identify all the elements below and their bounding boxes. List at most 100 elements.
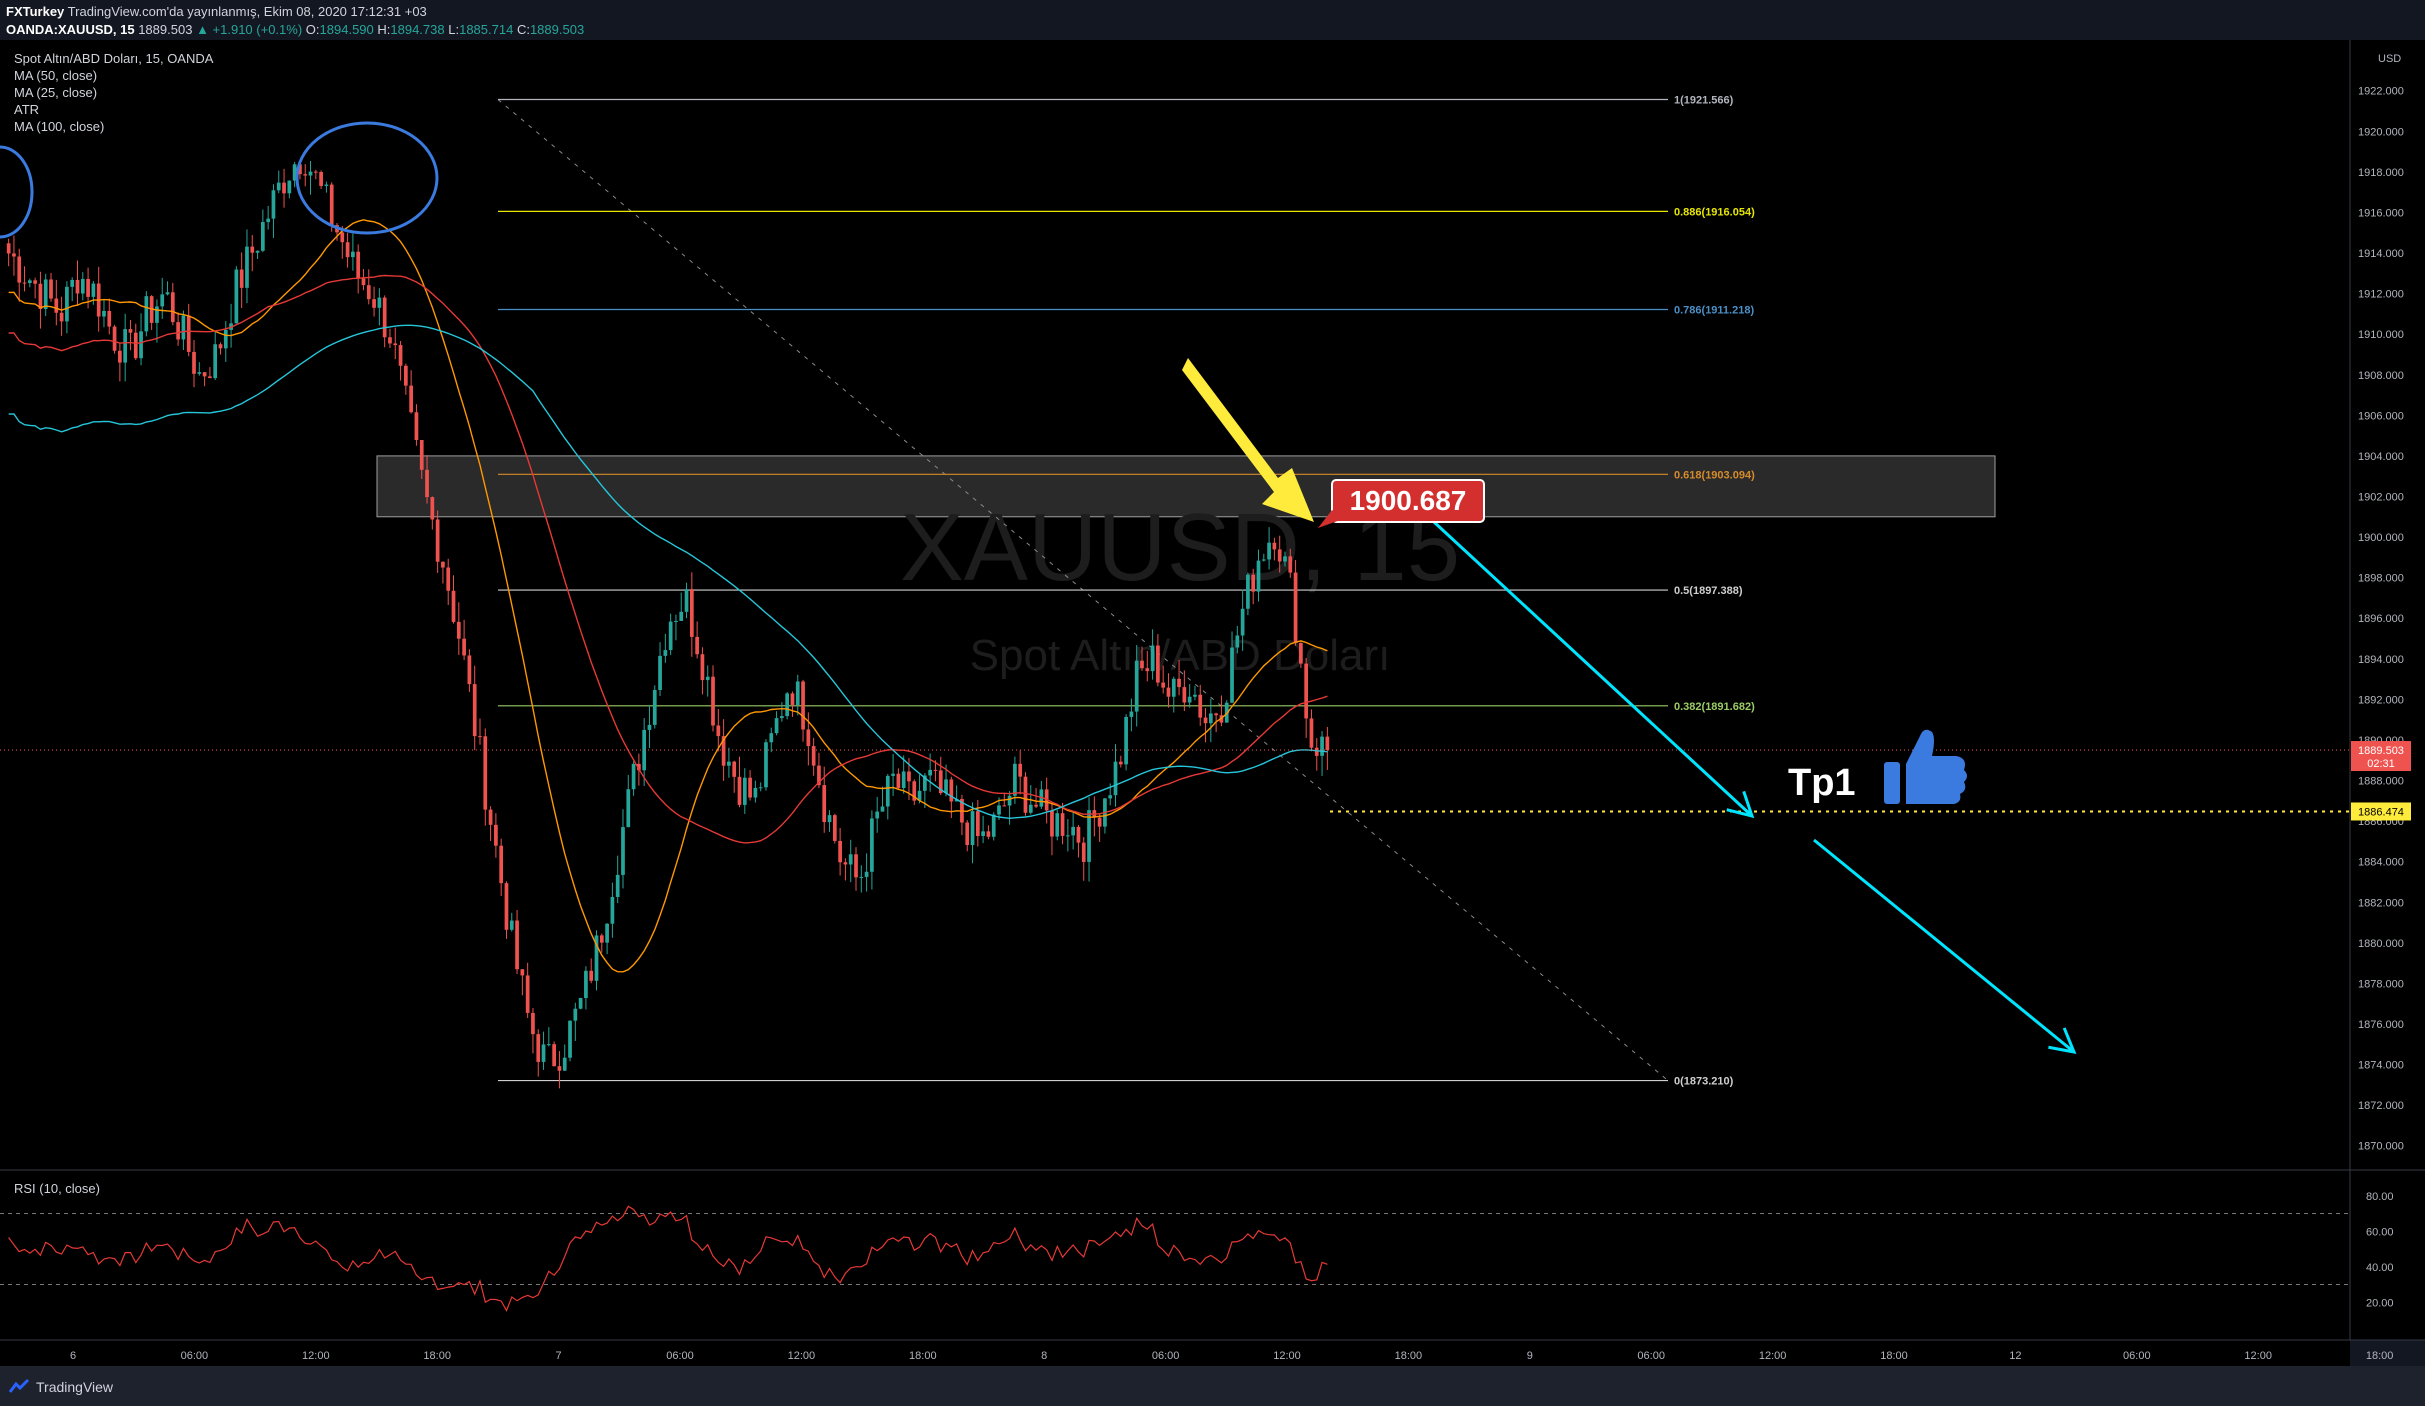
rsi-legend[interactable]: RSI (10, close) [14, 1181, 100, 1196]
candle-body [727, 761, 731, 766]
candle-body [737, 776, 742, 805]
legend-ma25[interactable]: MA (25, close) [14, 85, 98, 100]
price-tick-label: 1894.000 [2358, 654, 2404, 666]
candle-body [181, 315, 186, 340]
candle-body [38, 283, 43, 309]
candle-body [261, 222, 265, 251]
target-price-tag-value: 1886.474 [2358, 806, 2404, 818]
price-tag-value: 1900.687 [1350, 485, 1467, 516]
candle-body [1124, 716, 1128, 765]
candle-body [997, 805, 1001, 815]
candle-body [1097, 817, 1102, 827]
rsi-tick-label: 60.00 [2366, 1226, 2394, 1238]
symbol-label[interactable]: OANDA:XAUUSD, 15 [6, 22, 135, 37]
candle-body [912, 781, 917, 801]
candle-body [483, 736, 488, 810]
candle-body [981, 831, 985, 837]
candle-body [716, 725, 721, 737]
candle-body [938, 770, 943, 794]
time-tick-label: 8 [1041, 1350, 1047, 1362]
candle-body [27, 280, 32, 284]
open-label: O: [305, 22, 320, 37]
candle-body [864, 871, 869, 877]
candle-body [414, 412, 419, 440]
legend-title[interactable]: Spot Altın/ABD Doları, 15, OANDA [14, 51, 214, 66]
time-tick-label: 12:00 [302, 1350, 330, 1362]
time-tick-label: 12:00 [1759, 1350, 1787, 1362]
candle-body [1288, 556, 1293, 573]
candle-body [1182, 687, 1187, 703]
candle-body [419, 439, 424, 470]
candle-body [817, 765, 821, 786]
candle-body [928, 769, 933, 776]
candle-body [610, 896, 615, 924]
publisher-name[interactable]: FXTurkey [6, 4, 65, 19]
last-price: 1889.503 [138, 22, 193, 37]
candle-body [1251, 574, 1256, 592]
price-tick-label: 1902.000 [2358, 491, 2404, 503]
time-tick-label: 06:00 [1637, 1350, 1665, 1362]
candle-body [118, 350, 122, 363]
candle-body [208, 376, 212, 379]
candle-body [213, 344, 218, 379]
candle-body [515, 920, 519, 970]
price-tag-pointer [1318, 510, 1346, 528]
time-tick-label: 12:00 [1273, 1350, 1301, 1362]
candle-body [1113, 761, 1118, 796]
candle-body [1034, 804, 1038, 807]
publish-line: FXTurkey TradingView.com'da yayınlanmış,… [6, 4, 427, 19]
price-tick-label: 1918.000 [2358, 167, 2404, 179]
candle-body [679, 611, 684, 621]
thumbs-up-cuff [1884, 762, 1900, 804]
candle-body [880, 806, 885, 812]
price-tick-label: 1880.000 [2358, 938, 2404, 950]
legend-ma50[interactable]: MA (50, close) [14, 68, 98, 83]
ma50-line [8, 274, 1328, 844]
tp1-label: Tp1 [1788, 762, 1856, 804]
candle-body [1283, 556, 1287, 562]
candle-body [451, 590, 456, 622]
candle-body [1071, 826, 1075, 836]
candle-body [287, 180, 292, 194]
footer-brand[interactable]: TradingView [36, 1379, 114, 1395]
candle-body [689, 589, 694, 637]
candle-body [769, 733, 774, 743]
candle-body [742, 777, 747, 805]
watermark: XAUUSD, 15 Spot Altın/ABD Doları [900, 494, 1460, 680]
time-tick-label: 06:00 [1152, 1350, 1180, 1362]
candle-body [647, 724, 652, 730]
candle-body [1267, 542, 1271, 560]
candle-body [552, 1044, 556, 1067]
time-tick-label: 18:00 [2366, 1350, 2394, 1362]
price-tick-label: 1870.000 [2358, 1141, 2404, 1153]
candle-body [239, 269, 244, 288]
candle-body [165, 292, 170, 295]
candle-body [91, 283, 96, 297]
candle-body [1314, 747, 1319, 756]
price-tick-label: 1914.000 [2358, 248, 2404, 260]
candle-body [1023, 776, 1028, 813]
thumbs-up-icon [1884, 729, 1967, 804]
thumbs-up-hand [1906, 729, 1967, 804]
price-tag-box [1331, 479, 1485, 523]
candle-body [758, 787, 763, 789]
price-chart[interactable]: XAUUSD, 15 Spot Altın/ABD Doları 1(1921.… [0, 40, 2425, 1366]
close-value: 1889.503 [529, 22, 585, 37]
candle-body [170, 292, 175, 323]
candle-body [22, 282, 27, 284]
candle-body [848, 854, 853, 865]
legend-ma100[interactable]: MA (100, close) [14, 119, 105, 134]
legend-atr[interactable]: ATR [14, 102, 40, 117]
candle-body [33, 280, 37, 284]
candle-body [525, 975, 530, 1013]
candle-body [700, 654, 705, 681]
time-tick-label: 18:00 [909, 1350, 937, 1362]
candle-body [345, 242, 350, 258]
low-label: L: [448, 22, 460, 37]
candle-body [843, 862, 848, 865]
candle-body [446, 567, 451, 591]
price-tick-label: 1898.000 [2358, 573, 2404, 585]
candle-body [1050, 810, 1054, 837]
fibonacci-retracement[interactable]: 1(1921.566) 0.886(1916.054) 0.786(1911.218… [497, 95, 1755, 1088]
candle-body [1007, 795, 1012, 806]
